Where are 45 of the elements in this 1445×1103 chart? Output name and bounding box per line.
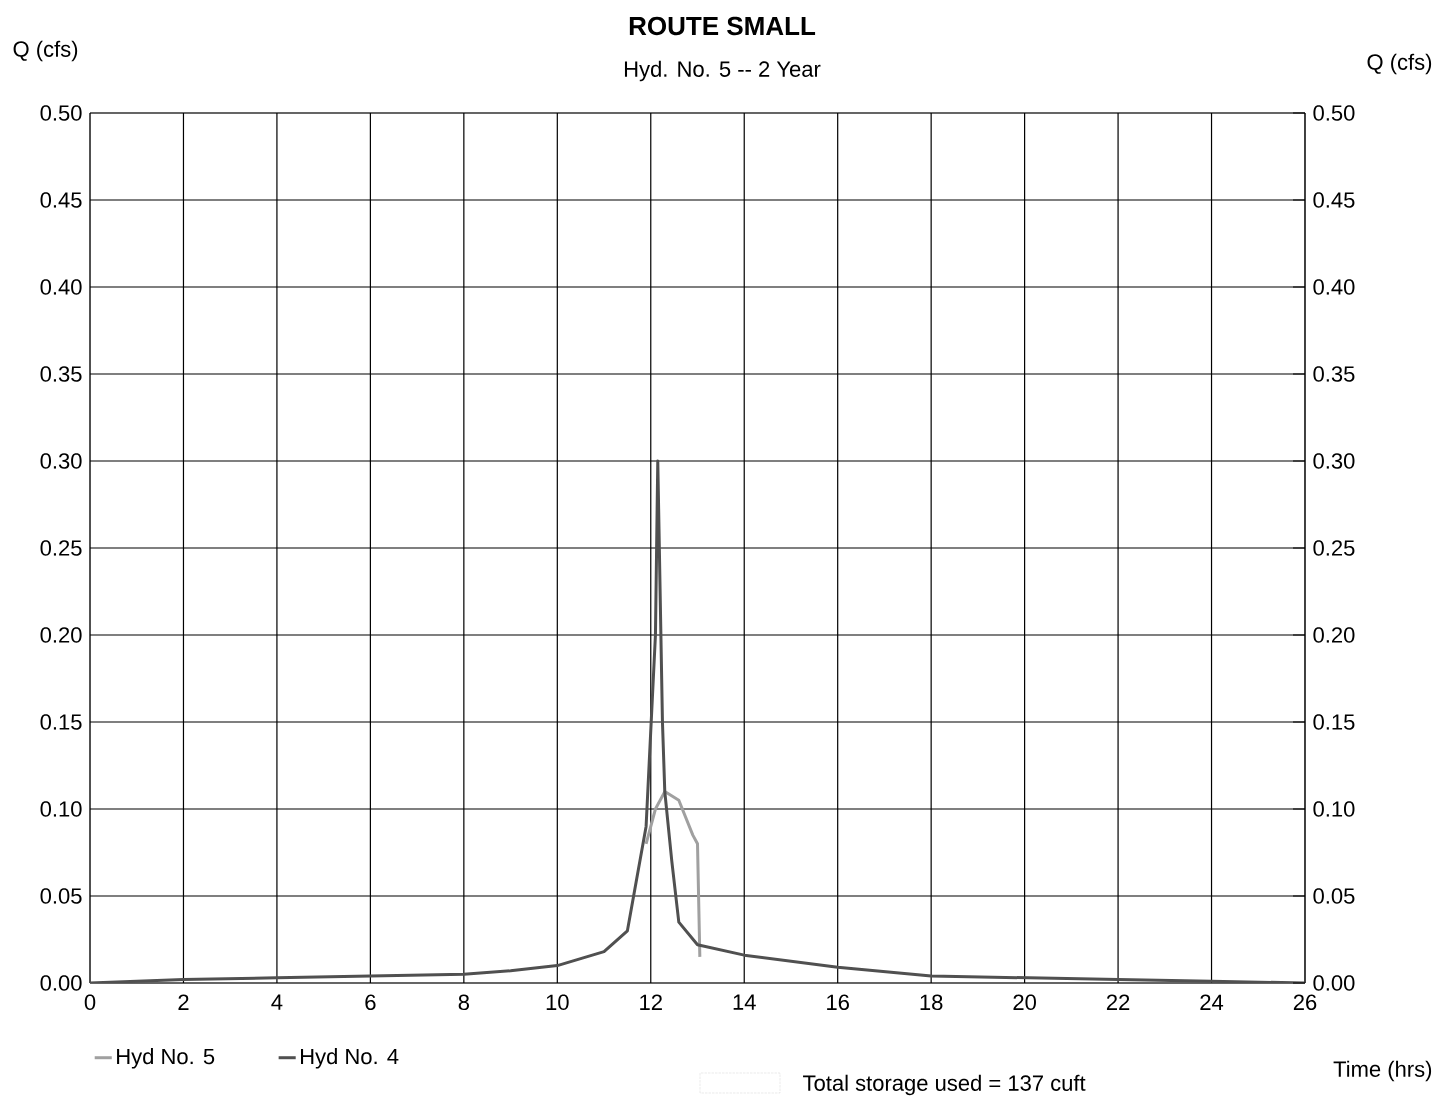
y2-tick-label: 0.30 (1313, 453, 1355, 469)
x-tick-label: 18 (920, 994, 943, 1011)
y-tick-label: 0.50 (40, 105, 82, 121)
x-axis-title: Time (hrs) (1333, 1060, 1432, 1082)
y-tick-label: 0.10 (40, 801, 82, 817)
x-tick-label: 16 (827, 994, 849, 1011)
x-tick-label: 0 (84, 994, 96, 1011)
y2-tick-label: 0.10 (1313, 801, 1355, 817)
y2-tick-label: 0.20 (1313, 627, 1355, 643)
x-tick-label: 12 (640, 994, 662, 1011)
x-tick-label: 2 (178, 994, 189, 1011)
x-tick-label: 14 (733, 994, 756, 1010)
y-tick-label: 0.35 (40, 366, 82, 382)
line-series (644, 790, 702, 959)
y2-tick-label: 0.25 (1313, 540, 1355, 556)
y-tick-label: 0.30 (40, 453, 82, 469)
y-tick-label: 0.25 (40, 540, 82, 556)
x-tick-label: 20 (1013, 994, 1036, 1011)
y2-tick-label: 0.35 (1313, 366, 1355, 382)
y2-tick-label: 0.00 (1313, 975, 1355, 991)
y-tick-label: 0.40 (40, 279, 82, 295)
y2-tick-label: 0.05 (1313, 888, 1355, 904)
y-axis-title: Q (cfs) (13, 40, 78, 62)
x-tick-label: 4 (271, 994, 283, 1010)
legend-label: Hyd No. 5 (117, 1048, 215, 1069)
y2-tick-label: 0.50 (1313, 105, 1355, 121)
x-tick-label: 22 (1106, 994, 1130, 1011)
y-tick-label: 0.45 (40, 192, 82, 208)
y-tick-label: 0.00 (40, 975, 82, 991)
legend-label: Hyd No. 4 (301, 1048, 399, 1069)
text: Total storage used = 137 cuft (803, 1074, 1086, 1096)
y-tick-label: 0.20 (40, 627, 82, 643)
chart-subtitle: Hyd. No. 5 -- 2 Year (624, 60, 821, 82)
x-tick-label: 10 (546, 994, 569, 1011)
y2-axis-title: Q (cfs) (1367, 53, 1432, 75)
y2-tick-label: 0.40 (1313, 279, 1355, 295)
y-tick-label: 0.05 (40, 888, 82, 904)
y2-tick-label: 0.45 (1313, 192, 1355, 208)
y2-tick-label: 0.15 (1313, 714, 1355, 730)
x-tick-label: 8 (458, 994, 470, 1011)
x-tick-label: 26 (1293, 994, 1317, 1011)
y-tick-label: 0.15 (40, 714, 82, 730)
x-tick-label: 24 (1200, 994, 1224, 1011)
chart-title: ROUTE SMALL (629, 16, 816, 36)
x-tick-label: 6 (365, 994, 376, 1011)
